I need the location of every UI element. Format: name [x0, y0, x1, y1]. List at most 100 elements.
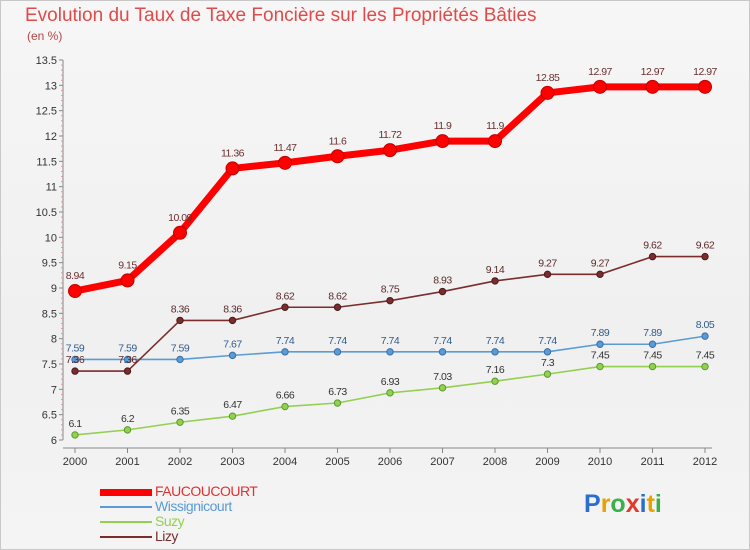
data-point — [438, 287, 447, 296]
data-label: 6.1 — [68, 418, 82, 430]
data-point — [540, 85, 555, 100]
data-label: 7.16 — [486, 364, 505, 376]
legend-label: Wissignicourt — [155, 498, 232, 514]
data-label: 8.94 — [66, 270, 85, 282]
data-label: 8.36 — [171, 303, 190, 315]
y-tick-label: 13.5 — [36, 55, 57, 67]
data-point — [333, 303, 342, 311]
data-point — [491, 377, 499, 385]
y-tick-label: 6 — [51, 435, 57, 447]
data-point — [71, 431, 79, 439]
data-point — [281, 402, 289, 411]
data-point — [648, 252, 657, 261]
data-label: 7.74 — [486, 335, 505, 347]
y-tick-label: 10 — [45, 232, 57, 244]
x-tick-label: 2003 — [220, 456, 244, 468]
data-point — [701, 362, 709, 371]
data-label: 8.05 — [696, 319, 715, 331]
data-point — [225, 161, 240, 176]
data-label: 12.85 — [536, 72, 560, 84]
data-point — [596, 362, 604, 371]
data-point — [281, 348, 289, 356]
data-point — [596, 340, 604, 348]
data-point — [543, 270, 552, 279]
data-label: 7.03 — [433, 371, 452, 383]
chart-title: Evolution du Taux de Taxe Foncière sur l… — [25, 5, 537, 26]
data-label: 7.74 — [381, 335, 400, 347]
x-tick-label: 2000 — [63, 456, 87, 468]
data-point — [491, 348, 499, 356]
data-label: 12.97 — [693, 66, 717, 78]
data-label: 10.09 — [168, 212, 192, 224]
data-point — [435, 134, 450, 149]
data-label: 6.66 — [276, 390, 295, 402]
data-label: 7.89 — [643, 327, 662, 339]
data-point — [698, 79, 712, 94]
data-point — [645, 79, 660, 94]
logo-letter: i — [654, 490, 662, 518]
y-tick-label: 8.5 — [42, 308, 57, 320]
data-point — [71, 367, 79, 375]
data-label: 11.72 — [379, 129, 403, 141]
legend-swatch — [100, 521, 152, 523]
series-line-faucoucourt — [74, 83, 705, 295]
data-point — [68, 284, 82, 299]
data-point — [593, 79, 607, 94]
data-label: 8.62 — [328, 290, 347, 302]
data-label: 6.73 — [328, 386, 347, 398]
x-tick-label: 2006 — [378, 456, 402, 468]
data-label: 11.9 — [486, 120, 504, 132]
data-label: 7.74 — [538, 335, 557, 347]
legend-label: Lizy — [155, 528, 178, 544]
data-label: 7.74 — [433, 335, 452, 347]
data-point — [173, 225, 187, 240]
legend-swatch — [100, 506, 152, 508]
data-label: 7.36 — [118, 354, 137, 366]
data-label: 7.45 — [591, 350, 610, 362]
legend-label: FAUCOUCOURT — [155, 483, 258, 499]
x-tick-label: 2009 — [535, 456, 559, 468]
data-point — [383, 143, 397, 158]
data-label: 8.75 — [381, 284, 400, 296]
logo-letter: x — [625, 490, 640, 518]
data-label: 7.59 — [66, 342, 85, 354]
data-label: 7.45 — [643, 350, 662, 362]
data-point — [438, 348, 447, 356]
data-label: 12.97 — [641, 66, 665, 78]
data-point — [701, 332, 709, 340]
data-label: 6.93 — [381, 376, 400, 388]
data-point — [176, 355, 184, 364]
logo-letter: t — [646, 490, 655, 518]
logo-letter: o — [610, 490, 626, 518]
data-label: 9.62 — [696, 240, 715, 252]
unit-label: (en %) — [27, 29, 63, 43]
data-point — [228, 412, 237, 420]
data-point — [648, 362, 657, 371]
data-label: 7.67 — [223, 338, 242, 350]
data-label: 11.9 — [434, 120, 452, 132]
data-label: 11.47 — [274, 142, 298, 154]
data-point — [543, 348, 552, 356]
y-tick-label: 10.5 — [36, 207, 57, 219]
data-label: 9.27 — [538, 257, 557, 269]
y-tick-label: 11 — [46, 182, 57, 194]
data-label: 6.35 — [171, 405, 190, 417]
data-point — [333, 348, 342, 356]
logo-letter: r — [600, 490, 611, 518]
proxiti-logo: Proxiti — [584, 490, 662, 519]
y-tick-label: 6.5 — [42, 410, 57, 422]
data-label: 11.6 — [329, 135, 347, 147]
data-label: 7.45 — [696, 350, 715, 362]
data-point — [543, 370, 552, 378]
data-point — [648, 340, 657, 348]
y-tick-label: 9 — [51, 283, 57, 295]
y-tick-label: 7 — [51, 384, 57, 396]
data-label: 9.14 — [486, 264, 505, 276]
y-tick-label: 13 — [45, 80, 57, 92]
data-label: 6.47 — [223, 399, 242, 411]
data-label: 7.59 — [171, 342, 190, 354]
data-point — [71, 355, 79, 364]
y-tick-label: 12.5 — [36, 106, 57, 118]
data-label: 7.74 — [276, 335, 295, 347]
